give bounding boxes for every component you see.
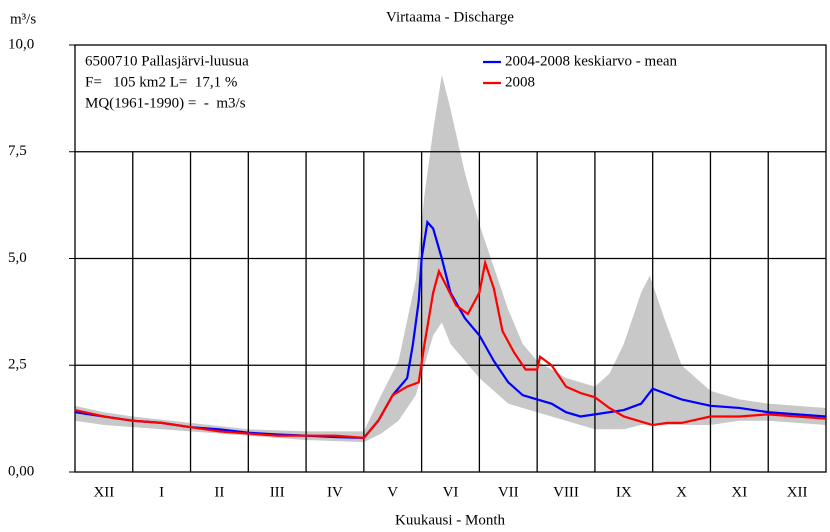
y-tick-label: 0,00 bbox=[8, 463, 34, 479]
series-line bbox=[74, 258, 827, 439]
legend-label: 2008 bbox=[505, 74, 535, 90]
x-tick-label: IX bbox=[616, 484, 632, 500]
y-tick-label: 10,0 bbox=[8, 36, 34, 52]
x-tick-label: V bbox=[387, 484, 398, 500]
x-tick-label: XI bbox=[731, 484, 747, 500]
x-tick-label: X bbox=[676, 484, 687, 500]
annotation: 6500710 Pallasjärvi-luusua bbox=[85, 53, 249, 69]
x-tick-label: II bbox=[214, 484, 224, 500]
x-axis-label: Kuukausi - Month bbox=[395, 512, 505, 528]
x-tick-label: VIII bbox=[553, 484, 579, 500]
x-tick-label: I bbox=[159, 484, 164, 500]
y-tick-label: 5,0 bbox=[8, 250, 27, 266]
y-tick-label: 7,5 bbox=[8, 143, 27, 159]
x-tick-label: VI bbox=[443, 484, 459, 500]
x-tick-label: VII bbox=[498, 484, 519, 500]
x-tick-label: IV bbox=[327, 484, 343, 500]
x-tick-label: III bbox=[270, 484, 285, 500]
chart-title: Virtaama - Discharge bbox=[386, 9, 514, 25]
annotation: F= 105 km2 L= 17,1 % bbox=[85, 74, 237, 90]
legend-label: 2004-2008 keskiarvo - mean bbox=[505, 53, 678, 69]
annotation: MQ(1961-1990) = - m3/s bbox=[85, 95, 246, 111]
y-tick-label: 2,5 bbox=[8, 357, 27, 373]
y-axis-label: m³/s bbox=[10, 11, 36, 27]
x-tick-label: XII bbox=[787, 484, 808, 500]
plot-frame bbox=[74, 44, 827, 473]
x-tick-label: XII bbox=[93, 484, 114, 500]
